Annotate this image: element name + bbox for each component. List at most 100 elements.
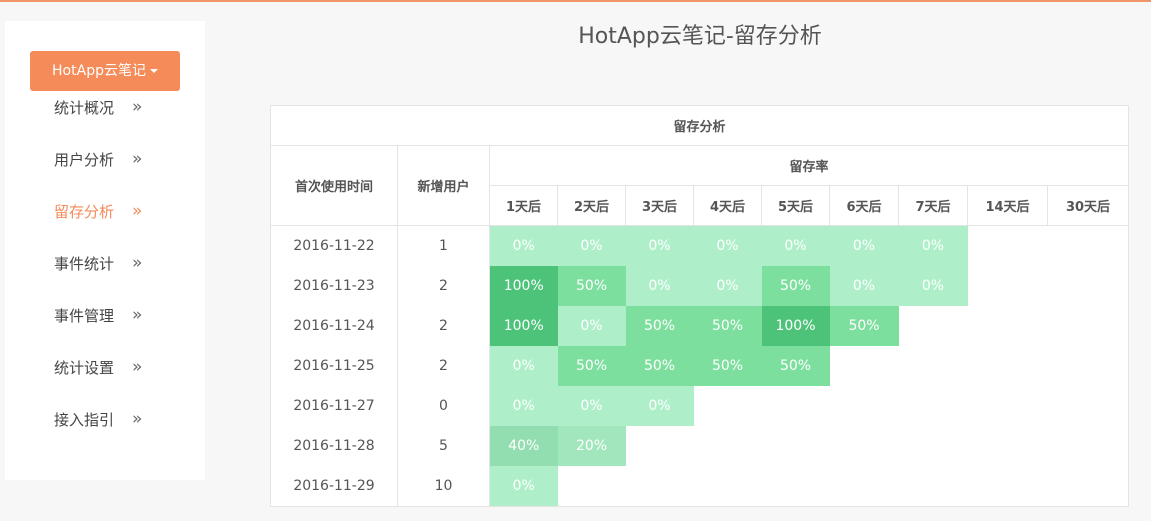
empty-cell	[1047, 466, 1129, 507]
empty-cell	[1047, 426, 1129, 466]
day-column-header: 5天后	[761, 185, 830, 226]
sidebar-item-label: 用户分析	[54, 151, 115, 169]
retention-rate-cell: 0%	[693, 225, 762, 266]
sidebar-item[interactable]: 用户分析 »	[54, 148, 204, 172]
day-column-header: 1天后	[489, 185, 558, 226]
empty-cell	[899, 346, 968, 386]
empty-cell	[899, 306, 968, 346]
empty-cell	[830, 426, 899, 466]
sidebar-item-label: 留存分析	[54, 203, 115, 221]
empty-cell	[762, 426, 830, 466]
retention-rate-cell: 0%	[898, 266, 968, 306]
retention-rate-cell: 0%	[625, 225, 694, 266]
empty-cell	[694, 386, 762, 426]
retention-rate-cell: 20%	[557, 426, 626, 466]
retention-rate-cell: 50%	[693, 306, 762, 346]
empty-cell	[1047, 386, 1129, 426]
sidebar-item[interactable]: 接入指引 »	[54, 408, 204, 432]
sidebar-item[interactable]: 统计设置 »	[54, 356, 204, 380]
table-row: 2016-11-22 1 0% 0% 0% 0% 0% 0% 0%	[270, 225, 1129, 266]
table-row: 2016-11-28 5 40% 20%	[270, 426, 1129, 466]
sidebar-item-label: 统计设置	[54, 359, 115, 377]
empty-cell	[829, 466, 899, 507]
empty-cell	[626, 426, 694, 466]
app-selector-label: HotApp云笔记	[52, 63, 146, 79]
sidebar-item-label: 事件统计	[54, 255, 115, 273]
double-chevron-right-icon: »	[132, 201, 143, 221]
sidebar: HotApp云笔记 统计概况 » 用户分析 » 留存分析 » 事件统计 » 事件管理 » 统计设置 »…	[5, 21, 205, 480]
retention-rate-cell: 100%	[489, 306, 558, 346]
app-selector-button[interactable]: HotApp云笔记	[30, 51, 180, 91]
sidebar-item[interactable]: 事件统计 »	[54, 252, 204, 276]
retention-rate-cell: 40%	[489, 426, 558, 466]
retention-rate-cell: 0%	[489, 386, 558, 426]
retention-rate-cell: 0%	[489, 225, 558, 266]
retention-rate-cell: 100%	[761, 306, 830, 346]
new-users-cell: 5	[397, 426, 490, 466]
new-users-cell: 10	[397, 466, 490, 507]
table-row: 2016-11-23 2 100% 50% 0% 0% 50% 0% 0%	[270, 266, 1129, 306]
sidebar-item-label: 事件管理	[54, 307, 115, 325]
retention-rate-cell: 0%	[489, 466, 558, 507]
new-users-cell: 2	[397, 346, 490, 386]
day-column-header: 7天后	[898, 185, 968, 226]
first-use-date-cell: 2016-11-27	[270, 386, 398, 426]
retention-rate-cell: 50%	[557, 346, 626, 386]
first-use-date-cell: 2016-11-25	[270, 346, 398, 386]
empty-cell	[899, 426, 968, 466]
empty-cell	[625, 466, 694, 507]
retention-rate-cell: 0%	[625, 266, 694, 306]
sidebar-item[interactable]: 留存分析 »	[54, 200, 204, 224]
empty-cell	[693, 466, 762, 507]
empty-cell	[1047, 306, 1129, 346]
retention-rate-cell: 0%	[693, 266, 762, 306]
sidebar-item-label: 统计概况	[54, 99, 115, 117]
double-chevron-right-icon: »	[132, 97, 143, 117]
empty-cell	[898, 466, 968, 507]
retention-rate-cell: 0%	[625, 386, 694, 426]
double-chevron-right-icon: »	[132, 149, 143, 169]
new-users-cell: 2	[397, 306, 490, 346]
retention-rate-cell: 0%	[557, 225, 626, 266]
empty-cell	[1047, 346, 1129, 386]
retention-rate-cell: 0%	[829, 225, 899, 266]
retention-rate-cell: 50%	[761, 266, 830, 306]
col-header-retention-rate: 留存率	[489, 145, 1129, 186]
empty-cell	[830, 386, 899, 426]
sidebar-item[interactable]: 事件管理 »	[54, 304, 204, 328]
day-column-header: 4天后	[693, 185, 762, 226]
double-chevron-right-icon: »	[132, 253, 143, 273]
caret-down-icon	[149, 69, 158, 73]
first-use-date-cell: 2016-11-29	[270, 466, 398, 507]
first-use-date-cell: 2016-11-23	[270, 266, 398, 306]
empty-cell	[830, 346, 899, 386]
first-use-date-cell: 2016-11-28	[270, 426, 398, 466]
sidebar-item[interactable]: 统计概况 »	[54, 96, 204, 120]
day-column-header: 14天后	[967, 185, 1048, 226]
table-row: 2016-11-25 2 0% 50% 50% 50% 50%	[270, 346, 1129, 386]
double-chevron-right-icon: »	[132, 409, 143, 429]
retention-rate-cell: 0%	[489, 346, 558, 386]
retention-rate-cell: 0%	[898, 225, 968, 266]
retention-rate-cell: 50%	[761, 346, 830, 386]
new-users-cell: 0	[397, 386, 490, 426]
retention-rate-cell: 0%	[557, 386, 626, 426]
double-chevron-right-icon: »	[132, 357, 143, 377]
retention-table: 留存分析 首次使用时间 新增用户 留存率 1天后 2天后 3天后 4天后 5天后 6天后 7…	[270, 105, 1129, 507]
retention-rate-cell: 50%	[829, 306, 899, 346]
empty-cell	[968, 386, 1048, 426]
retention-rate-cell: 0%	[829, 266, 899, 306]
empty-cell	[1047, 266, 1129, 306]
retention-rate-cell: 100%	[489, 266, 558, 306]
new-users-cell: 2	[397, 266, 490, 306]
empty-cell	[967, 466, 1048, 507]
table-caption: 留存分析	[270, 105, 1129, 146]
retention-rate-cell: 50%	[557, 266, 626, 306]
empty-cell	[968, 426, 1048, 466]
day-column-header: 30天后	[1047, 185, 1129, 226]
day-column-header: 6天后	[829, 185, 899, 226]
retention-rate-cell: 50%	[625, 306, 694, 346]
empty-cell	[899, 386, 968, 426]
page-title: HotApp云笔记-留存分析	[578, 24, 822, 49]
retention-rate-cell: 50%	[625, 346, 694, 386]
